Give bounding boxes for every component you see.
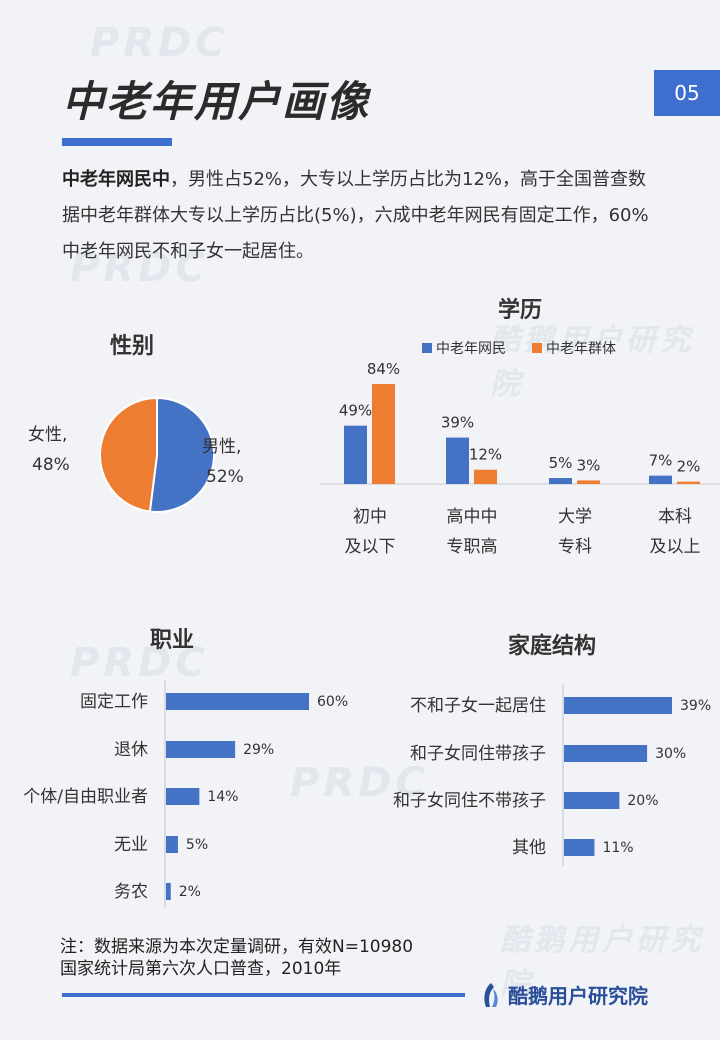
- occupation-bar-label: 5%: [186, 837, 208, 853]
- education-bar-label: 5%: [549, 454, 573, 472]
- occupation-bar: [166, 883, 171, 900]
- family-category-label: 其他: [512, 838, 546, 858]
- intro-bold: 中老年网民中: [62, 169, 170, 190]
- pie-slice-female: [99, 396, 158, 513]
- bottom-rule: [62, 993, 465, 997]
- family-category-label: 不和子女一起居住: [410, 696, 546, 716]
- occupation-bar-label: 14%: [207, 789, 238, 805]
- education-bar: [372, 384, 395, 484]
- family-bar-chart: 39% 不和子女一起居住 30% 和子女同住带孩子 20% 和子女同住不带孩子 11% 其他: [393, 684, 711, 866]
- education-bar: [549, 478, 572, 484]
- legend-label-population: 中老年群体: [546, 341, 616, 357]
- education-category-label: 专科: [558, 537, 592, 557]
- education-category-label: 及以上: [650, 537, 701, 557]
- family-bar: [564, 745, 648, 762]
- family-category-label: 和子女同住不带孩子: [393, 791, 546, 811]
- occupation-category-label: 务农: [114, 882, 148, 902]
- education-category-label: 本科: [658, 507, 692, 527]
- family-bar: [564, 697, 672, 714]
- gender-pie-chart: 女性, 48% 男性, 52%: [28, 396, 244, 513]
- education-category-label: 高中中: [447, 507, 498, 527]
- education-bar-label: 39%: [441, 414, 474, 432]
- watermark: 酷鹅用户研究院: [490, 323, 694, 402]
- pie-label-female: 女性,: [28, 425, 67, 445]
- education-bar-label: 84%: [367, 360, 400, 378]
- education-bar-label: 2%: [677, 458, 701, 476]
- family-bar: [564, 792, 620, 809]
- pie-slice-male: [148, 396, 215, 513]
- footnote: 注：数据来源为本次定量调研，有效N=10980 国家统计局第六次人口普查，201…: [60, 936, 413, 980]
- education-category-label: 及以下: [345, 537, 396, 557]
- family-bar-label: 39%: [680, 698, 711, 714]
- footnote-line-2: 国家统计局第六次人口普查，2010年: [60, 959, 342, 979]
- watermark: PRDC: [70, 245, 209, 291]
- family-bar-label: 20%: [627, 793, 658, 809]
- watermark: PRDC: [70, 640, 209, 686]
- page-title: 中老年用户画像: [62, 77, 371, 126]
- education-bar: [474, 469, 497, 484]
- brand-logo: 酷鹅用户研究院: [480, 980, 648, 1009]
- watermark: PRDC: [90, 20, 229, 66]
- occupation-bar-label: 60%: [317, 694, 348, 710]
- occupation-category-label: 无业: [114, 835, 148, 855]
- watermark: 酷鹅用户研究院: [500, 923, 704, 1002]
- education-bar: [446, 437, 469, 484]
- penguin-logo-icon: [484, 982, 498, 1007]
- occupation-title: 职业: [150, 628, 195, 653]
- education-bar: [344, 425, 367, 484]
- legend-swatch-population: [532, 343, 542, 353]
- legend-swatch-netizen: [422, 343, 432, 353]
- page-number-badge: 05: [654, 70, 720, 116]
- education-bar-label: 3%: [577, 456, 601, 474]
- watermark: PRDC: [290, 760, 429, 806]
- education-bar: [649, 475, 672, 484]
- education-category-label: 专职高: [447, 537, 498, 557]
- occupation-bar-chart: 60% 固定工作 29% 退休 14% 个体/自由职业者 5% 无业 2% 务农: [23, 680, 348, 908]
- education-category-label: 大学: [558, 507, 592, 527]
- pie-value-male: 52%: [206, 467, 244, 487]
- pie-value-female: 48%: [32, 455, 70, 475]
- title-underline: [62, 138, 172, 146]
- occupation-bar: [166, 741, 236, 758]
- education-bar: [577, 480, 600, 484]
- occupation-category-label: 固定工作: [80, 692, 148, 712]
- family-category-label: 和子女同住带孩子: [410, 744, 546, 764]
- education-bar-label: 49%: [339, 402, 372, 420]
- family-bar-label: 11%: [602, 840, 633, 856]
- occupation-bar: [166, 693, 309, 710]
- occupation-bar-label: 2%: [179, 884, 201, 900]
- education-category-label: 初中: [353, 507, 387, 527]
- legend-label-netizen: 中老年网民: [436, 341, 506, 357]
- family-title: 家庭结构: [508, 634, 597, 659]
- education-bar-label: 7%: [649, 452, 673, 470]
- family-bar: [564, 839, 595, 856]
- occupation-category-label: 退休: [114, 740, 148, 760]
- occupation-bar: [166, 836, 178, 853]
- gender-title: 性别: [110, 334, 155, 359]
- occupation-bar: [166, 788, 200, 805]
- intro-paragraph: 中老年网民中，男性占52%，大专以上学历占比为12%，高于全国普查数据中老年群体…: [62, 162, 662, 270]
- family-bar-label: 30%: [655, 746, 686, 762]
- footnote-line-1: 注：数据来源为本次定量调研，有效N=10980: [60, 937, 414, 957]
- education-bar: [677, 481, 700, 484]
- pie-label-male: 男性,: [202, 437, 241, 457]
- occupation-category-label: 个体/自由职业者: [23, 787, 148, 807]
- occupation-bar-label: 29%: [243, 742, 274, 758]
- education-title: 学历: [498, 298, 543, 323]
- brand-name: 酷鹅用户研究院: [508, 984, 648, 1008]
- intro-text: ，男性占52%，大专以上学历占比为12%，高于全国普查数据中老年群体大专以上学历…: [62, 169, 649, 262]
- education-bar-label: 12%: [469, 446, 502, 464]
